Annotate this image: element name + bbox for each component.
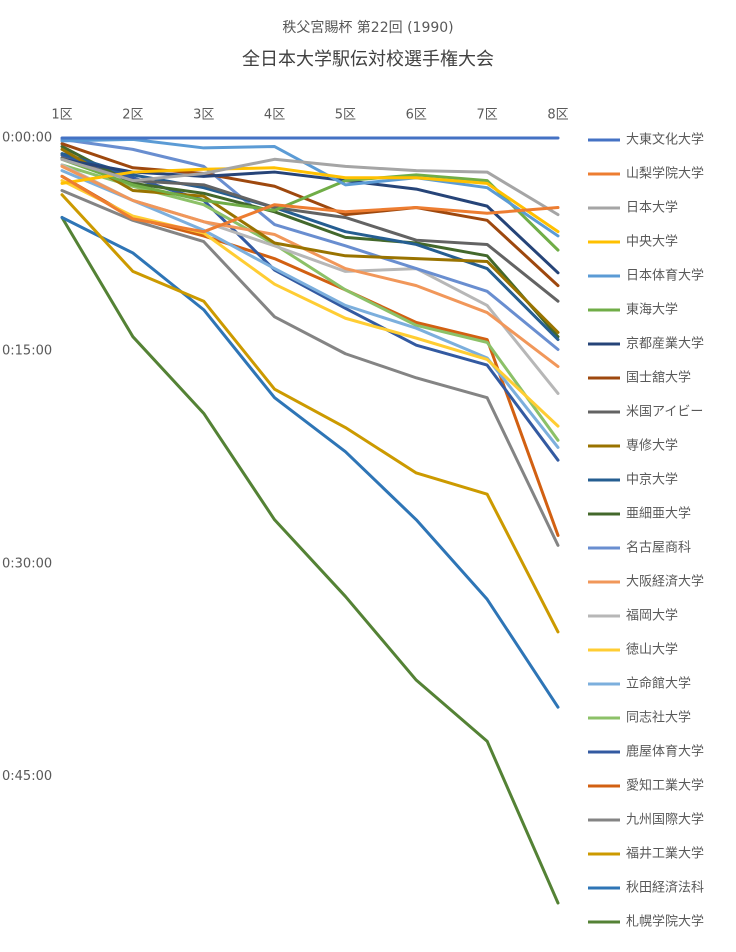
legend-label: 秋田経済法科 — [626, 880, 704, 896]
legend-label: 福井工業大学 — [626, 846, 704, 862]
legend-label: 徳山大学 — [626, 642, 678, 658]
series-line — [60, 174, 560, 234]
series-line — [60, 179, 560, 428]
series-line — [60, 166, 560, 234]
series-line — [60, 152, 560, 342]
legend-label: 立命館大学 — [626, 676, 691, 692]
legend-label: 鹿屋体育大学 — [626, 744, 704, 760]
series-line — [60, 157, 560, 252]
chart-subtitle: 全日本大学駅伝対校選手権大会 — [242, 49, 494, 70]
chart-title: 秩父宮賜杯 第22回 (1990) — [282, 19, 453, 36]
legend-label: 愛知工業大学 — [626, 778, 704, 794]
series-line — [60, 142, 560, 288]
legend-label: 大阪経済大学 — [626, 574, 704, 590]
series-line — [60, 215, 560, 905]
series-line — [60, 189, 560, 547]
legend-label: 札幌学院大学 — [626, 914, 704, 930]
x-tick-label: 4区 — [264, 108, 285, 123]
legend-label: 日本体育大学 — [626, 268, 704, 284]
legend-label: 福岡大学 — [626, 608, 678, 624]
legend-label: 中京大学 — [626, 472, 678, 488]
legend-label: 同志社大学 — [626, 710, 691, 726]
x-tick-label: 5区 — [335, 108, 356, 123]
series-line — [60, 215, 560, 709]
x-tick-label: 3区 — [193, 108, 214, 123]
y-tick-label: 0:30:00 — [2, 556, 52, 571]
x-tick-label: 8区 — [547, 108, 568, 123]
x-tick-label: 6区 — [406, 108, 427, 123]
series-line — [60, 163, 560, 442]
x-tick-label: 2区 — [122, 108, 143, 123]
series-line — [60, 157, 560, 217]
legend-label: 大東文化大学 — [626, 132, 704, 148]
series-line — [60, 137, 560, 351]
legend-label: 九州国際大学 — [626, 812, 704, 828]
legend-label: 京都産業大学 — [626, 336, 704, 352]
legend-label: 東海大学 — [626, 302, 678, 318]
legend-label: 山梨学院大学 — [626, 166, 704, 182]
series-line — [60, 145, 560, 339]
legend-label: 米国アイビー — [626, 405, 703, 420]
series-line — [60, 193, 560, 634]
legend-label: 専修大学 — [626, 438, 678, 454]
series-line — [60, 147, 560, 334]
series-line — [60, 137, 560, 238]
legend-label: 亜細亜大学 — [626, 506, 691, 522]
legend-label: 国士舘大学 — [626, 370, 691, 386]
legend-label: 中央大学 — [626, 234, 678, 250]
y-tick-label: 0:00:00 — [2, 131, 52, 146]
x-tick-label: 1区 — [51, 108, 72, 123]
legend-label: 日本大学 — [626, 200, 678, 216]
y-tick-label: 0:45:00 — [2, 769, 52, 784]
y-tick-label: 0:15:00 — [2, 343, 52, 358]
series-line — [60, 164, 560, 369]
series-line — [60, 156, 560, 303]
x-tick-label: 7区 — [477, 108, 498, 123]
legend-label: 名古屋商科 — [626, 540, 691, 556]
